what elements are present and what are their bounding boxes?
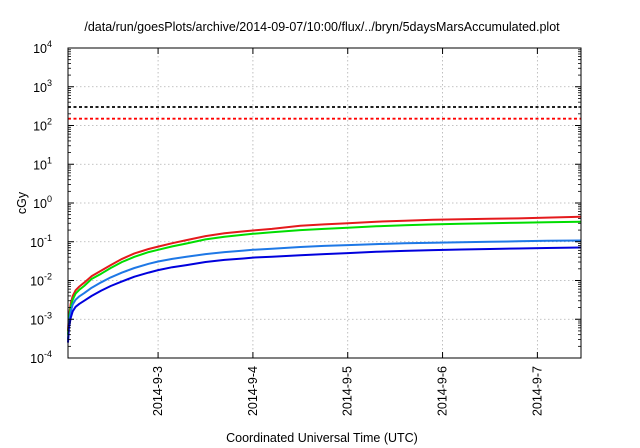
x-tick-label: 2014-9-3 [151, 366, 165, 416]
y-tick-label: 102 [33, 117, 52, 134]
y-axis: 10-4 10-3 10-2 10-1 100 101 102 103 104 [30, 39, 581, 366]
x-tick-label: 2014-9-4 [246, 366, 260, 416]
series-line [67, 220, 582, 335]
y-tick-label: 10-1 [30, 233, 52, 250]
y-tick-label: 101 [33, 155, 52, 172]
y-tick-label: 10-3 [30, 310, 52, 327]
series-group [67, 215, 582, 343]
y-tick-label: 100 [33, 194, 52, 211]
grid [68, 48, 581, 358]
chart-title: /data/run/goesPlots/archive/2014-09-07/1… [84, 20, 560, 34]
x-tick-label: 2014-9-6 [436, 366, 450, 416]
y-axis-label: cGy [15, 191, 29, 214]
x-tick-label: 2014-9-7 [530, 366, 544, 416]
series-line [67, 246, 582, 343]
series-line [67, 215, 582, 331]
reference-lines [68, 106, 581, 120]
y-tick-label: 10-2 [30, 272, 52, 289]
series-line [67, 239, 582, 340]
x-axis-label: Coordinated Universal Time (UTC) [226, 431, 418, 445]
y-tick-label: 10-4 [30, 349, 52, 366]
y-tick-label: 103 [33, 78, 52, 95]
x-axis: 2014-9-3 2014-9-4 2014-9-5 2014-9-6 2014-9-7 [151, 48, 544, 416]
x-tick-label: 2014-9-5 [341, 366, 355, 416]
y-tick-label: 104 [33, 39, 52, 56]
